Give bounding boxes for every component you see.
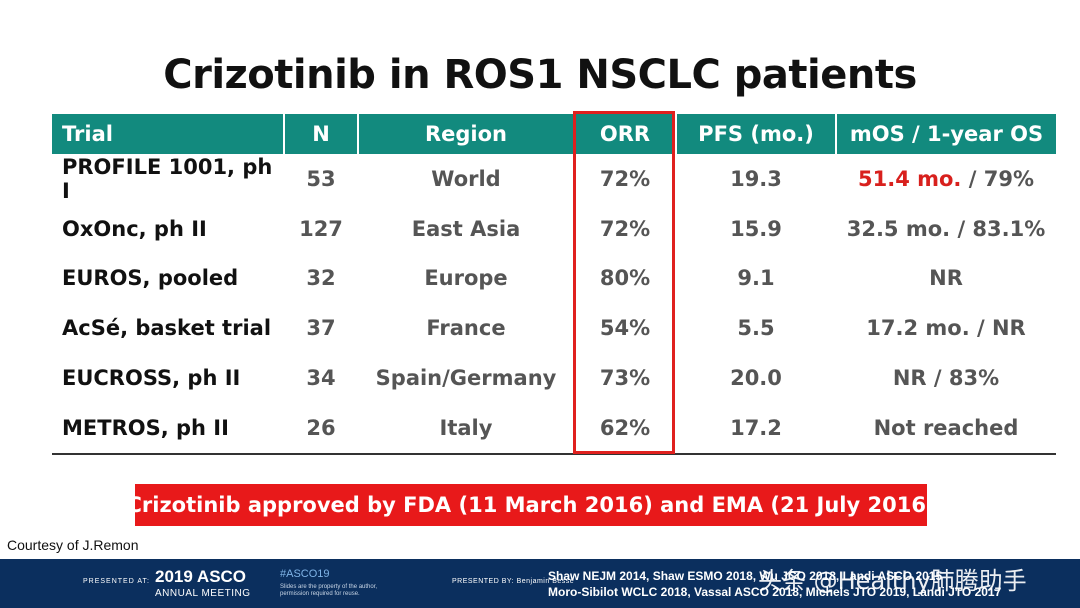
cell-region: France <box>426 316 506 341</box>
cell-os: 51.4 mo. / 79% <box>836 154 1056 204</box>
cell-os: NR <box>929 266 963 291</box>
cell-n: 26 <box>284 402 358 455</box>
cell-n: 127 <box>299 216 343 241</box>
table-row: EUROS, pooled 32 Europe 80% 9.1 NR <box>52 254 1056 304</box>
table-row: AcSé, basket trial 37 France 54% 5.5 17.… <box>52 303 1056 353</box>
table-header-row: Trial N Region ORR PFS (mo.) mOS / 1-yea… <box>52 114 1056 154</box>
reference-line: Shaw NEJM 2014, Shaw ESMO 2018, Wu JCO 2… <box>548 569 943 583</box>
cell-os: 17.2 mo. / NR <box>866 316 1026 341</box>
cell-trial: PROFILE 1001, ph I <box>62 154 273 203</box>
asco-logo-title: 2019 ASCO <box>155 567 247 586</box>
cell-orr: 80% <box>599 266 651 291</box>
col-header-pfs: PFS (mo.) <box>676 114 837 154</box>
cell-region: Spain/Germany <box>375 366 557 391</box>
cell-os: NR / 83% <box>892 366 1000 391</box>
watermark: 头条 @Healthy肺腾助手 <box>758 567 1027 595</box>
cell-orr: 73% <box>599 366 651 391</box>
conference-footer: PRESENTED AT: 2019 ASCO ANNUAL MEETING #… <box>0 559 1080 608</box>
cell-n: 37 <box>306 316 336 341</box>
hashtag: #ASCO19 <box>280 568 330 580</box>
cell-trial: EUROS, pooled <box>62 266 239 291</box>
cell-pfs: 5.5 <box>737 316 775 341</box>
cell-n: 53 <box>306 166 336 191</box>
disclaimer: Slides are the property of the author, p… <box>280 584 378 597</box>
cell-region: World <box>431 166 501 191</box>
col-header-os: mOS / 1-year OS <box>836 114 1056 154</box>
cell-pfs: 15.9 <box>730 216 782 241</box>
col-header-orr: ORR <box>574 114 677 154</box>
cell-orr: 72% <box>599 166 651 191</box>
cell-pfs: 20.0 <box>730 366 782 391</box>
cell-n: 34 <box>306 366 336 391</box>
cell-orr: 54% <box>599 316 651 341</box>
cell-os: Not reached <box>836 402 1056 455</box>
presented-at-label: PRESENTED AT: <box>83 578 150 585</box>
reference-line: Moro-Sibilot WCLC 2018, Vassal ASCO 2018… <box>548 585 1002 599</box>
table-row: OxOnc, ph II 127 East Asia 72% 15.9 32.5… <box>52 204 1056 254</box>
cell-os-rest: / 79% <box>961 166 1034 191</box>
presented-by: PRESENTED BY: Benjamin Besse <box>452 578 575 585</box>
cell-orr: 72% <box>599 216 651 241</box>
col-header-n: N <box>284 114 359 154</box>
cell-trial: AcSé, basket trial <box>62 316 272 341</box>
cell-region: East Asia <box>411 216 521 241</box>
table-row: PROFILE 1001, ph I 53 World 72% 19.3 51.… <box>52 154 1056 204</box>
slide-title: Crizotinib in ROS1 NSCLC patients <box>163 52 917 98</box>
cell-os-highlight: 51.4 mo. <box>858 166 962 191</box>
cell-os: 32.5 mo. / 83.1% <box>846 216 1046 241</box>
approval-banner: Crizotinib approved by FDA (11 March 201… <box>126 484 936 526</box>
asco-logo-subtitle: ANNUAL MEETING <box>155 588 251 599</box>
col-header-region: Region <box>358 114 575 154</box>
cell-region: Europe <box>424 266 508 291</box>
cell-pfs: 17.2 <box>676 402 836 455</box>
table-row: EUCROSS, ph II 34 Spain/Germany 73% 20.0… <box>52 353 1056 403</box>
courtesy-note: Courtesy of J.Remon <box>7 537 139 553</box>
cell-orr: 62% <box>574 402 676 455</box>
table-row: METROS, ph II 26 Italy 62% 17.2 Not reac… <box>52 402 1056 455</box>
col-header-trial: Trial <box>52 114 285 154</box>
cell-trial: EUCROSS, ph II <box>62 366 241 391</box>
cell-n: 32 <box>306 266 336 291</box>
cell-trial: METROS, ph II <box>52 402 284 455</box>
cell-region: Italy <box>358 402 574 455</box>
trials-table: Trial N Region ORR PFS (mo.) mOS / 1-yea… <box>52 114 1056 455</box>
references: Shaw NEJM 2014, Shaw ESMO 2018, Wu JCO 2… <box>548 568 1001 600</box>
cell-trial: OxOnc, ph II <box>62 216 207 241</box>
cell-pfs: 19.3 <box>730 166 782 191</box>
cell-pfs: 9.1 <box>737 266 775 291</box>
